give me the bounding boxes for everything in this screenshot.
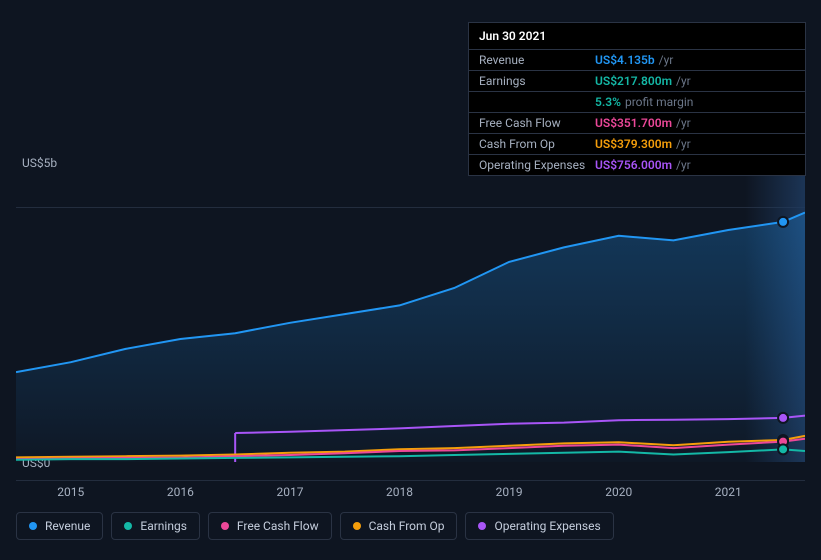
tooltip-row: Operating ExpensesUS$756.000m/yr [469,155,805,175]
x-axis-tick: 2016 [167,485,194,499]
tooltip-label: Operating Expenses [479,158,595,172]
legend-item-earnings[interactable]: Earnings [111,512,200,540]
tooltip-unit: /yr [659,53,674,67]
legend-label: Revenue [45,519,90,533]
x-axis-tick: 2020 [605,485,632,499]
tooltip-value: US$4.135b [595,53,655,67]
legend-label: Cash From Op [369,519,445,533]
legend-label: Earnings [140,519,187,533]
tooltip-row: RevenueUS$4.135b/yr [469,50,805,71]
tooltip-value: US$379.300m [595,137,672,151]
tooltip-value: 5.3% [595,95,621,109]
x-axis-tick: 2019 [496,485,523,499]
tooltip-unit: /yr [676,137,691,151]
x-axis-tick: 2015 [57,485,84,499]
chart-legend: Revenue Earnings Free Cash Flow Cash From O… [16,512,614,540]
tooltip-row: Cash From OpUS$379.300m/yr [469,134,805,155]
tooltip-unit: /yr [676,158,691,172]
legend-dot [478,522,486,530]
tooltip-row: EarningsUS$217.800m/yr [469,71,805,92]
tooltip-row: Free Cash FlowUS$351.700m/yr [469,113,805,134]
legend-dot [353,522,361,530]
legend-label: Operating Expenses [494,519,600,533]
tooltip-value: US$217.800m [595,74,672,88]
chart-tooltip: Jun 30 2021 RevenueUS$4.135b/yrEarningsU… [468,22,806,176]
legend-item-revenue[interactable]: Revenue [16,512,103,540]
x-axis: 2015 2016 2017 2018 2019 2020 2021 [16,480,805,500]
legend-dot [29,522,37,530]
series-marker-revenue [778,217,788,227]
x-axis-tick: 2021 [715,485,742,499]
tooltip-label: Cash From Op [479,137,595,151]
series-area-revenue [16,213,805,462]
tooltip-unit: /yr [676,74,691,88]
tooltip-unit: profit margin [625,95,693,109]
legend-dot [221,522,229,530]
y-axis-tick-top: US$5b [22,156,57,170]
legend-item-cash-from-op[interactable]: Cash From Op [340,512,458,540]
x-axis-tick: 2018 [386,485,413,499]
tooltip-row: 5.3% profit margin [469,92,805,113]
tooltip-label: Earnings [479,74,595,88]
legend-item-free-cash-flow[interactable]: Free Cash Flow [208,512,332,540]
legend-dot [124,522,132,530]
series-marker-operating-expenses [778,413,788,423]
tooltip-label: Free Cash Flow [479,116,595,130]
legend-item-operating-expenses[interactable]: Operating Expenses [465,512,613,540]
chart-area[interactable] [16,172,805,477]
tooltip-value: US$351.700m [595,116,672,130]
series-marker-earnings [778,444,788,454]
chart-svg [16,172,805,462]
legend-label: Free Cash Flow [237,519,319,533]
x-axis-tick: 2017 [276,485,303,499]
tooltip-label: Revenue [479,53,595,67]
tooltip-unit: /yr [676,116,691,130]
tooltip-date: Jun 30 2021 [469,23,805,50]
tooltip-value: US$756.000m [595,158,672,172]
